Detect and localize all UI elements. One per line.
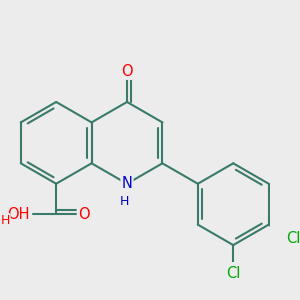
Text: H: H bbox=[0, 214, 10, 227]
Text: H: H bbox=[120, 194, 129, 208]
Text: O: O bbox=[78, 207, 89, 222]
Text: Cl: Cl bbox=[226, 266, 240, 281]
Text: OH: OH bbox=[7, 207, 29, 222]
Text: N: N bbox=[122, 176, 132, 191]
Text: Cl: Cl bbox=[286, 231, 300, 246]
Text: O: O bbox=[121, 64, 133, 79]
